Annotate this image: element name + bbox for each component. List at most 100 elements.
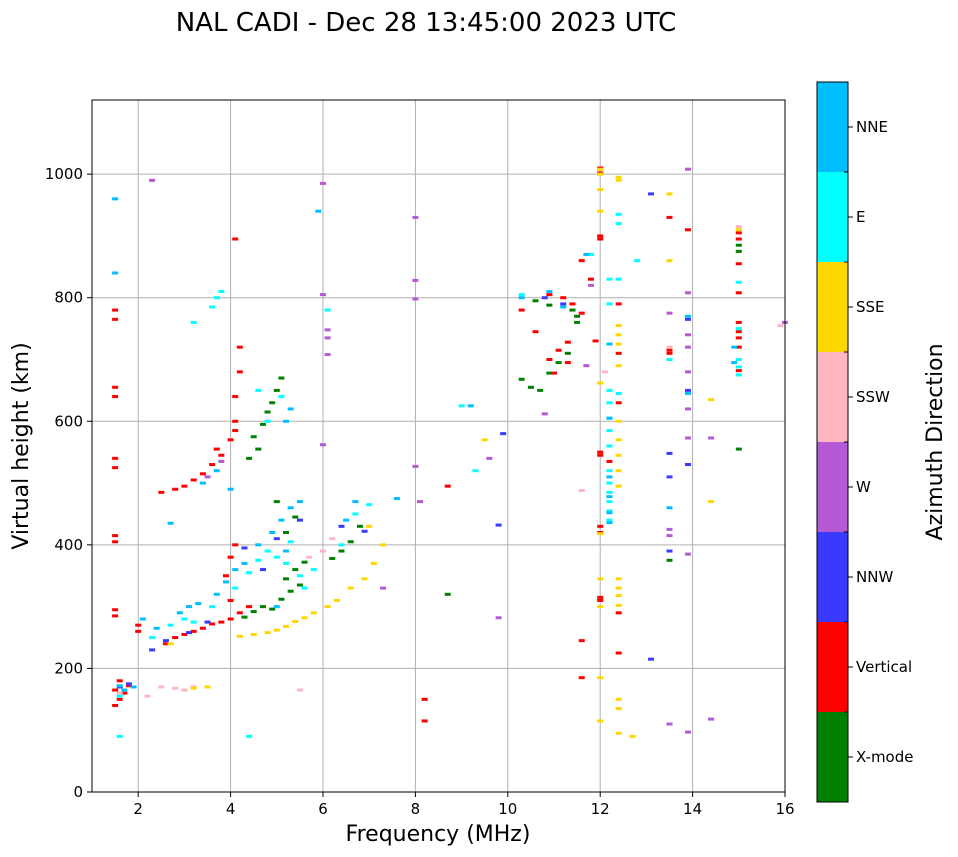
data-point (606, 302, 613, 306)
data-point (684, 463, 691, 467)
data-point (587, 252, 594, 256)
data-point (735, 231, 742, 235)
plot-background (92, 100, 785, 792)
data-point (606, 401, 613, 405)
data-point (606, 511, 613, 515)
data-point (112, 308, 119, 312)
data-point (347, 540, 354, 544)
data-point (199, 626, 206, 630)
data-point (615, 212, 622, 216)
data-point (301, 560, 308, 564)
data-point (176, 611, 183, 615)
data-point (560, 302, 567, 306)
data-point (735, 327, 742, 331)
data-point (324, 328, 331, 332)
data-point (250, 610, 257, 614)
data-point (347, 586, 354, 590)
data-point (546, 290, 553, 294)
y-tick-label: 800 (54, 289, 83, 307)
x-tick-label: 2 (133, 800, 143, 818)
colorbar-label: SSE (856, 298, 885, 316)
data-point (283, 419, 290, 423)
data-point (666, 351, 673, 355)
data-point (287, 407, 294, 411)
y-tick-label: 600 (54, 412, 83, 430)
data-point (597, 605, 604, 609)
data-point (181, 632, 188, 636)
data-point (236, 370, 243, 374)
data-point (615, 707, 622, 711)
data-point (597, 450, 604, 454)
data-point (209, 622, 216, 626)
data-point (116, 697, 123, 701)
data-point (190, 320, 197, 324)
data-point (412, 278, 419, 282)
data-point (532, 299, 539, 303)
data-point (615, 324, 622, 328)
data-point (615, 277, 622, 281)
data-point (735, 365, 742, 369)
data-point (735, 249, 742, 253)
data-point (666, 506, 673, 510)
data-point (310, 568, 317, 572)
data-point (112, 197, 119, 201)
data-point (615, 333, 622, 337)
data-point (546, 303, 553, 307)
data-point (172, 636, 179, 640)
data-point (583, 252, 590, 256)
data-point (287, 506, 294, 510)
data-point (597, 598, 604, 602)
data-point (167, 623, 174, 627)
data-point (615, 731, 622, 735)
data-point (708, 717, 715, 721)
data-point (241, 561, 248, 565)
x-tick-label: 8 (411, 800, 421, 818)
data-point (255, 543, 262, 547)
data-point (222, 580, 229, 584)
data-point (541, 296, 548, 300)
data-point (135, 623, 142, 627)
data-point (518, 296, 525, 300)
data-point (735, 320, 742, 324)
data-point (412, 215, 419, 219)
data-point (615, 302, 622, 306)
data-point (574, 314, 581, 318)
data-point (292, 568, 299, 572)
data-point (467, 404, 474, 408)
data-point (597, 381, 604, 385)
series-sse (167, 167, 742, 738)
colorbar-label: NNE (856, 118, 888, 136)
data-point (597, 237, 604, 241)
data-point (329, 537, 336, 541)
data-point (306, 555, 313, 559)
data-point (708, 436, 715, 440)
series-e (116, 212, 742, 738)
data-point (116, 679, 123, 683)
data-point (324, 353, 331, 357)
data-point (236, 634, 243, 638)
data-point (615, 222, 622, 226)
x-axis-ticks: 2 4 6 8 10 12 14 16 (133, 792, 795, 818)
data-point (560, 296, 567, 300)
data-point (361, 529, 368, 533)
data-point (537, 388, 544, 392)
data-point (324, 336, 331, 340)
data-point (615, 603, 622, 607)
data-point (615, 697, 622, 701)
data-point (227, 555, 234, 559)
data-point (735, 243, 742, 247)
data-point (666, 215, 673, 219)
data-point (218, 620, 225, 624)
data-point (684, 370, 691, 374)
data-point (532, 330, 539, 334)
x-tick-label: 4 (226, 800, 236, 818)
data-point (112, 271, 119, 275)
data-point (735, 330, 742, 334)
data-point (684, 407, 691, 411)
data-point (735, 237, 742, 241)
data-point (204, 685, 211, 689)
colorbar-swatch (817, 622, 848, 712)
data-point (181, 617, 188, 621)
data-point (352, 500, 359, 504)
